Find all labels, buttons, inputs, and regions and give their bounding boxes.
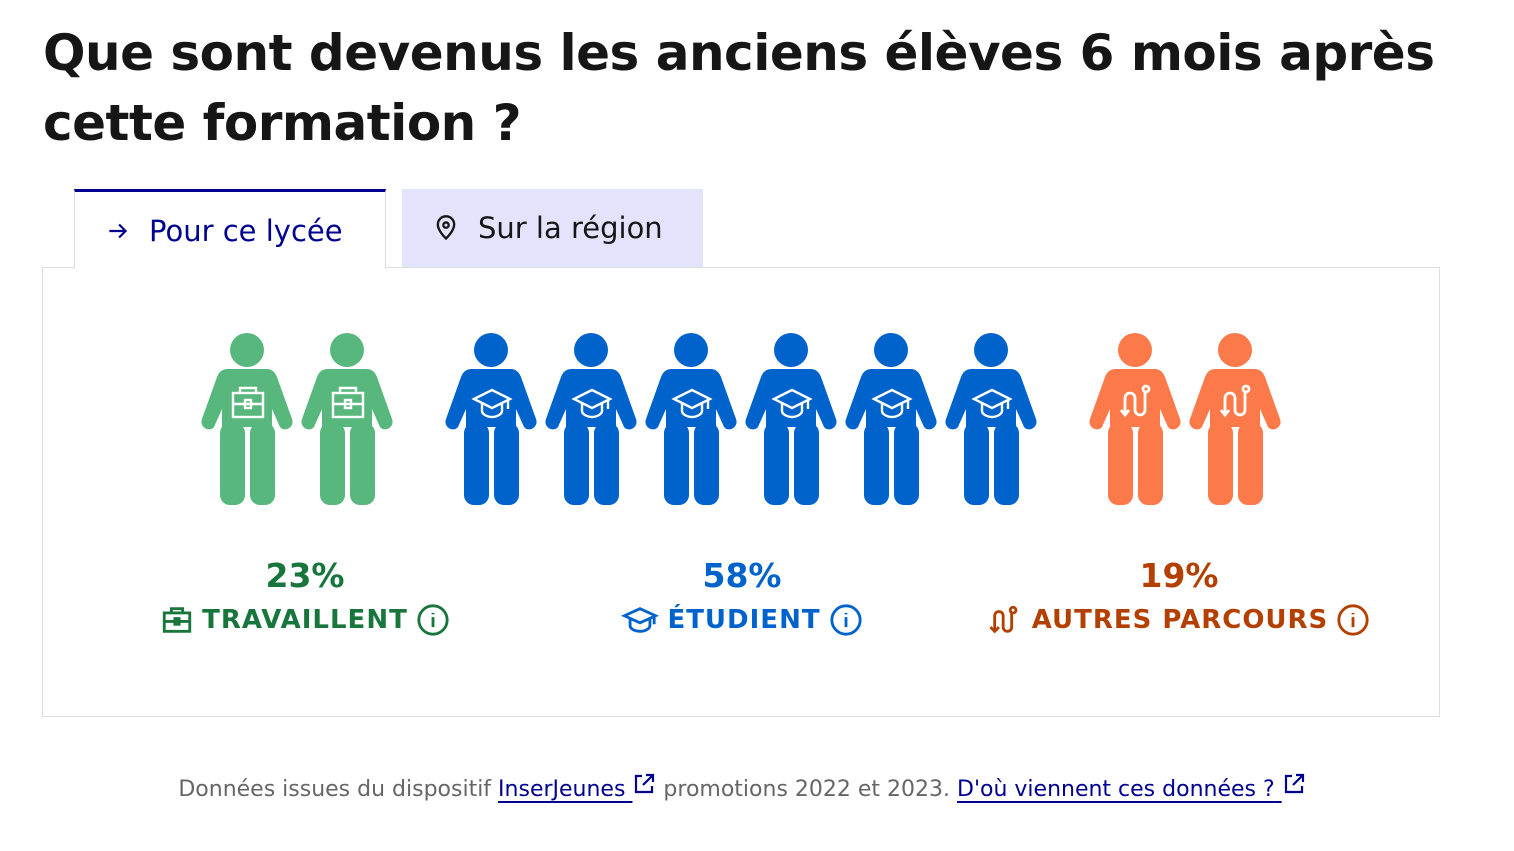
footer-text: promotions 2022 et 2023.: [656, 777, 958, 802]
inserjeunes-link[interactable]: InserJeunes: [498, 773, 656, 802]
info-icon[interactable]: [1336, 603, 1370, 637]
stat-travaillent: 23% TRAVAILLENT: [85, 555, 525, 637]
info-icon[interactable]: [416, 603, 450, 637]
stat-percent: 58%: [702, 556, 782, 595]
results-panel: [42, 267, 1440, 717]
person-figure: [1088, 333, 1182, 505]
stat-label: TRAVAILLENT: [202, 605, 408, 635]
arrow-right-icon: [109, 223, 128, 238]
stat-label: ÉTUDIENT: [667, 605, 821, 635]
person-figure: [744, 333, 838, 505]
tab-pour-ce-lycee[interactable]: Pour ce lycée: [74, 189, 386, 269]
person-figure: [200, 333, 294, 505]
stat-label: AUTRES PARCOURS: [1031, 605, 1329, 635]
stat-etudient: 58% ÉTUDIENT: [522, 555, 962, 637]
tab-sur-la-region[interactable]: Sur la région: [402, 189, 703, 267]
external-link-icon: [1284, 773, 1304, 794]
info-icon[interactable]: [829, 603, 863, 637]
person-figure: [544, 333, 638, 505]
stat-autres-parcours: 19% AUTRES PARCOURS: [959, 555, 1399, 637]
person-figure: [1188, 333, 1282, 505]
data-origin-link[interactable]: D'où viennent ces données ?: [957, 773, 1306, 802]
person-figure: [300, 333, 394, 505]
stat-percent: 19%: [1139, 556, 1219, 595]
map-pin-icon: [436, 215, 456, 241]
person-figure: [844, 333, 938, 505]
person-figure: [944, 333, 1038, 505]
briefcase-icon: [162, 607, 192, 633]
graduation-cap-icon: [621, 607, 660, 633]
person-figure: [444, 333, 538, 505]
route-icon: [989, 605, 1018, 634]
tab-label: Pour ce lycée: [149, 213, 343, 248]
person-figure: [644, 333, 738, 505]
footer-source: Données issues du dispositif InserJeunes…: [0, 772, 1484, 802]
tab-label: Sur la région: [478, 211, 663, 245]
footer-text: Données issues du dispositif: [178, 777, 499, 802]
page-title: Que sont devenus les anciens élèves 6 mo…: [43, 24, 1435, 152]
stat-percent: 23%: [265, 556, 345, 595]
external-link-icon: [635, 773, 655, 794]
